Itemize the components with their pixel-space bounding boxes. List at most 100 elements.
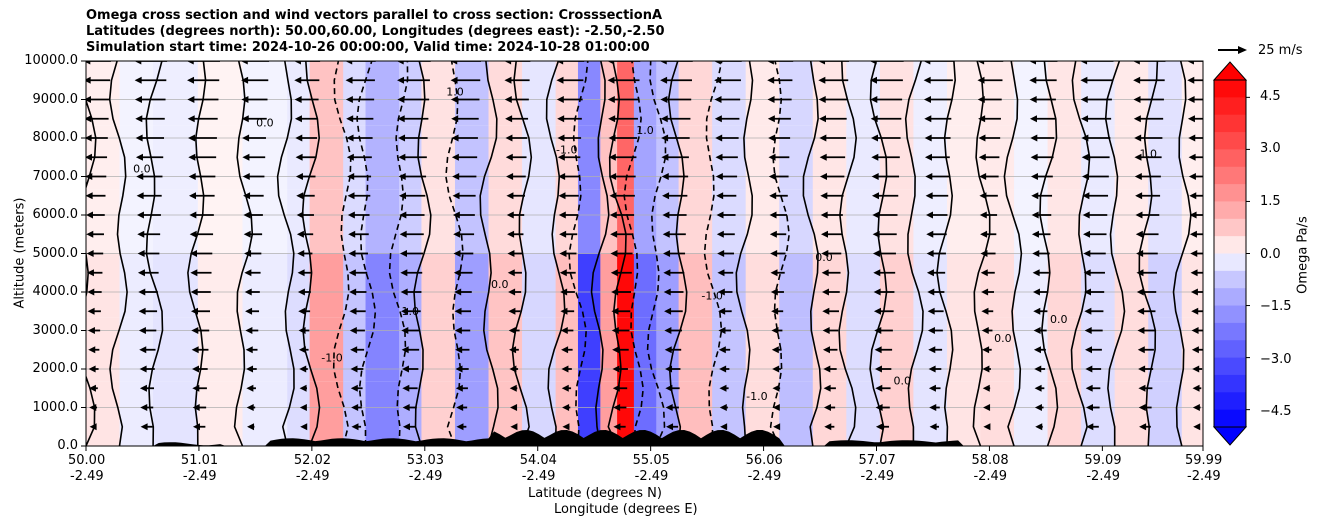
omega-cell	[197, 253, 244, 318]
omega-cell	[421, 125, 456, 190]
wind-arrow-head	[1134, 173, 1142, 180]
wind-arrow-head	[139, 346, 147, 354]
colorbar-segment	[1214, 132, 1246, 150]
wind-arrow-head	[134, 61, 142, 65]
wind-arrow-head	[346, 153, 354, 161]
wind-arrow-head	[240, 61, 248, 65]
wind-arrow-head	[768, 134, 776, 142]
y-tick-label: 10000.0	[24, 53, 78, 68]
wind-arrow-head	[241, 96, 249, 103]
wind-arrow-head	[1136, 250, 1144, 257]
wind-arrow-head	[135, 134, 143, 142]
omega-cell	[343, 253, 367, 318]
wind-arrow-head	[561, 384, 569, 392]
wind-arrow-head	[664, 327, 672, 334]
omega-cell	[287, 189, 311, 254]
wind-arrow-head	[823, 365, 831, 373]
omega-cell	[617, 381, 635, 446]
wind-arrow-head	[977, 61, 985, 65]
wind-arrow-head	[982, 365, 990, 373]
wind-arrow-head	[296, 211, 304, 219]
wind-arrow-head	[665, 384, 673, 392]
wind-arrow-head	[1134, 153, 1142, 161]
wind-arrow-head	[560, 307, 568, 315]
wind-arrow-head	[767, 96, 775, 103]
terrain-fill	[86, 430, 1203, 446]
wind-arrow-head	[713, 61, 721, 65]
quiver-key-label: 25 m/s	[1258, 43, 1303, 58]
omega-cell	[454, 189, 490, 254]
wind-arrow-head	[348, 250, 356, 257]
wind-arrow-head	[296, 192, 304, 200]
wind-arrow-head	[977, 96, 985, 103]
omega-cell	[779, 381, 814, 446]
wind-arrow-head	[1137, 307, 1145, 315]
wind-arrow-head	[869, 61, 877, 65]
y-tick-label: 3000.0	[32, 323, 79, 338]
wind-arrow-head	[349, 307, 357, 315]
omega-cell	[577, 189, 601, 254]
contour-label: 0.0	[994, 332, 1012, 345]
omega-cell	[242, 61, 288, 126]
contour-line	[838, 61, 858, 446]
wind-arrow-head	[298, 346, 306, 354]
wind-arrow-head	[612, 346, 620, 354]
omega-cell	[1114, 189, 1149, 254]
wind-arrow-head	[823, 404, 831, 411]
wind-arrow-head	[247, 423, 255, 431]
wind-arrow-head	[1030, 134, 1038, 142]
omega-cell	[779, 317, 814, 382]
wind-arrow-head	[874, 365, 882, 373]
wind-arrow-head	[506, 211, 514, 219]
wind-arrow-head	[978, 115, 986, 123]
wind-arrow-head	[665, 365, 673, 373]
wind-arrow-head	[770, 288, 778, 296]
x-tick-label-longitude: -2.49	[521, 469, 556, 484]
y-tick-label: 4000.0	[32, 284, 79, 299]
wind-arrow-head	[86, 250, 94, 257]
omega-cell	[421, 317, 456, 382]
contour-line	[1070, 61, 1091, 446]
wind-arrow-head	[1136, 269, 1144, 277]
wind-arrow-head	[1082, 192, 1090, 200]
wind-arrow-head	[1034, 384, 1042, 392]
omega-cell	[522, 189, 557, 254]
wind-arrow-head	[1034, 404, 1042, 411]
wind-arrow-head	[294, 76, 302, 84]
wind-arrow-head	[297, 288, 305, 296]
wind-arrow-head	[136, 192, 144, 200]
wind-arrow-head	[242, 173, 250, 180]
wind-arrow-head	[349, 288, 357, 296]
wind-arrow-head	[1189, 192, 1197, 200]
quiver-key-arrow-head	[1238, 46, 1247, 54]
wind-arrow-head	[556, 76, 564, 84]
omega-cell	[309, 253, 344, 318]
omega-cell	[343, 189, 367, 254]
omega-cell	[577, 317, 601, 382]
wind-arrow-head	[398, 153, 406, 161]
wind-arrow-head	[923, 61, 931, 65]
omega-cell	[1014, 61, 1049, 126]
wind-arrow-head	[402, 423, 410, 431]
omega-cell	[946, 61, 981, 126]
wind-arrow-head	[398, 134, 406, 142]
wind-arrow-head	[1187, 115, 1195, 123]
omega-cell	[1081, 253, 1116, 318]
wind-arrow-head	[1030, 153, 1038, 161]
wind-arrow-head	[560, 327, 568, 334]
omega-cell	[633, 381, 657, 446]
wind-arrow-head	[870, 96, 878, 103]
wind-arrow-head	[89, 423, 97, 431]
omega-cell	[242, 253, 288, 318]
wind-arrow-head	[297, 250, 305, 257]
omega-cell	[577, 253, 601, 318]
wind-arrow-head	[1085, 404, 1093, 411]
wind-arrow-head	[771, 327, 779, 334]
colorbar-tick-label: 1.5	[1260, 194, 1281, 209]
omega-cell	[617, 189, 635, 254]
wind-arrow-head	[1193, 423, 1201, 431]
x-tick-label-longitude: -2.49	[973, 469, 1008, 484]
colorbar-tick-label: 0.0	[1260, 247, 1281, 262]
negative-contour-line	[703, 61, 723, 446]
wind-arrow-head	[715, 153, 723, 161]
